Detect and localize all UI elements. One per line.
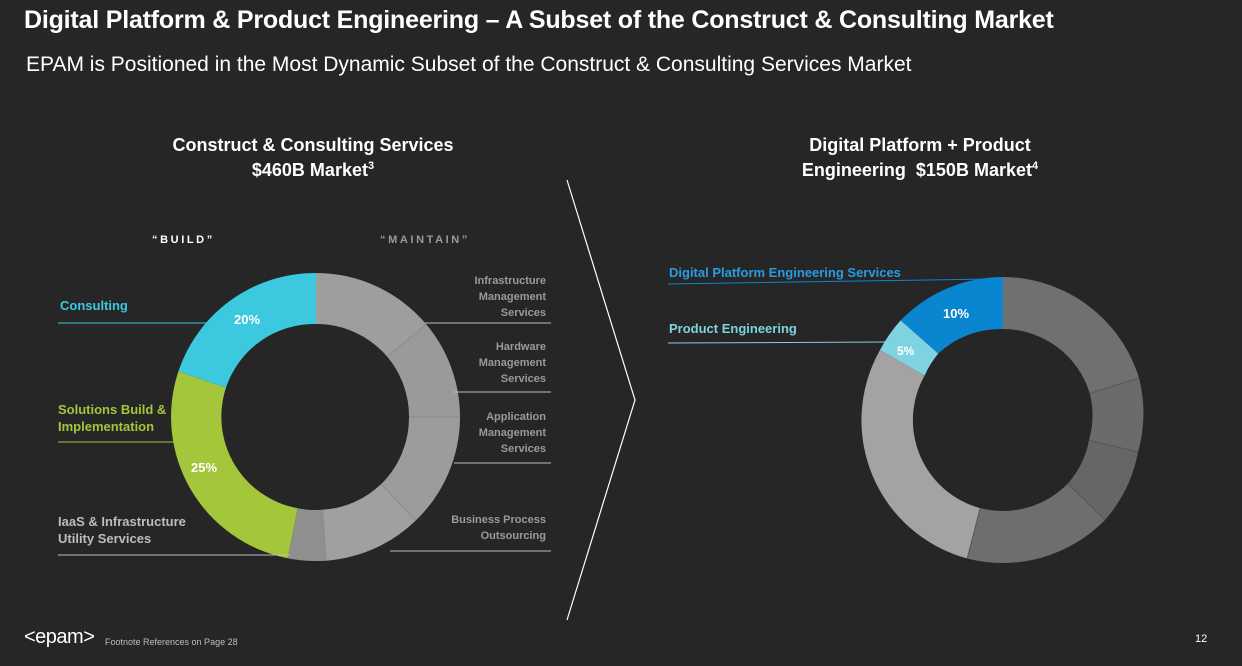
left-heading-line1: Construct & Consulting Services: [172, 135, 454, 155]
label-app-line3: Services: [500, 443, 546, 455]
leader-line-digital: [667, 278, 991, 285]
pct-consulting: 20%: [234, 312, 261, 327]
label-digital: Digital Platform Engineering Services: [669, 265, 901, 280]
label-solutions-line2: Implementation: [58, 419, 155, 434]
slide-title: Digital Platform & Product Engineering –…: [24, 6, 1054, 34]
right-heading-line1: Digital Platform + Product: [809, 135, 1031, 155]
donut-segment-maintain-4: [322, 484, 416, 561]
label-hw-line2: Management: [478, 357, 546, 369]
label-product: Product Engineering: [669, 321, 797, 336]
donut-segment-gray-2: [967, 483, 1105, 563]
build-label: “BUILD”: [152, 234, 215, 246]
pct-solutions: 25%: [191, 460, 218, 475]
left-chart-heading: Construct & Consulting Services $460B Ma…: [150, 133, 476, 183]
label-app-line1: Application: [486, 411, 546, 423]
donut-segment-gray-5: [1003, 277, 1139, 394]
pct-product: 5%: [897, 344, 915, 358]
label-iaas-line2: Utility Services: [58, 531, 152, 546]
label-consulting: Consulting: [60, 298, 128, 313]
page-number: 12: [1195, 633, 1208, 645]
leader-line-product: [667, 341, 887, 344]
right-heading-footnote: 4: [1031, 160, 1039, 172]
footnote-text: Footnote References on Page 28: [105, 637, 238, 647]
label-infra-line2: Management: [478, 291, 546, 303]
donut-segment-gray-1: [861, 350, 981, 559]
donut-segment-maintain-2: [387, 324, 460, 417]
donut-segment-product: [880, 320, 939, 376]
donut-segment-maintain-3: [381, 417, 460, 521]
label-infra: Infrastructure Management Services: [446, 273, 546, 321]
label-infra-line3: Services: [500, 307, 546, 319]
donut-segment-digital: [900, 277, 1003, 354]
donut-segment-iaas: [287, 508, 326, 562]
slide-subtitle: EPAM is Positioned in the Most Dynamic S…: [26, 53, 912, 76]
right-donut-chart: [861, 277, 1144, 563]
right-chart-heading: Digital Platform + Product Engineering $…: [770, 133, 1070, 183]
maintain-label: “MAINTAIN”: [380, 234, 470, 246]
donut-segment-consulting: [178, 272, 316, 388]
label-app: Application Management Services: [446, 409, 546, 457]
label-infra-line1: Infrastructure: [474, 275, 546, 287]
left-heading-footnote: 3: [367, 160, 375, 172]
label-app-line2: Management: [478, 427, 546, 439]
donut-segment-gray-4: [1089, 378, 1144, 452]
label-bpo-line2: Outsourcing: [480, 530, 546, 542]
left-heading-line2: $460B Market3: [150, 158, 476, 183]
label-hw-line1: Hardware: [495, 341, 546, 353]
label-solutions: Solutions Build & Implementation: [58, 401, 166, 435]
right-heading-line2: Engineering $150B Market4: [770, 158, 1070, 183]
label-bpo-line1: Business Process: [451, 514, 546, 526]
pct-digital: 10%: [943, 306, 970, 321]
left-donut-chart: [171, 272, 460, 562]
chevron-divider: [566, 179, 636, 621]
label-hw: Hardware Management Services: [446, 339, 546, 387]
label-iaas: IaaS & Infrastructure Utility Services: [58, 513, 186, 547]
label-solutions-line1: Solutions Build &: [58, 402, 167, 417]
donut-segment-solutions: [171, 371, 298, 559]
epam-logo: <epam>: [24, 626, 95, 648]
right-heading-market: Engineering $150B Market: [801, 160, 1032, 180]
label-bpo: Business Process Outsourcing: [426, 512, 546, 544]
label-iaas-line1: IaaS & Infrastructure: [58, 514, 186, 529]
label-hw-line3: Services: [500, 373, 546, 385]
donut-segment-maintain-1: [316, 273, 427, 357]
left-heading-market: $460B Market: [251, 160, 368, 180]
